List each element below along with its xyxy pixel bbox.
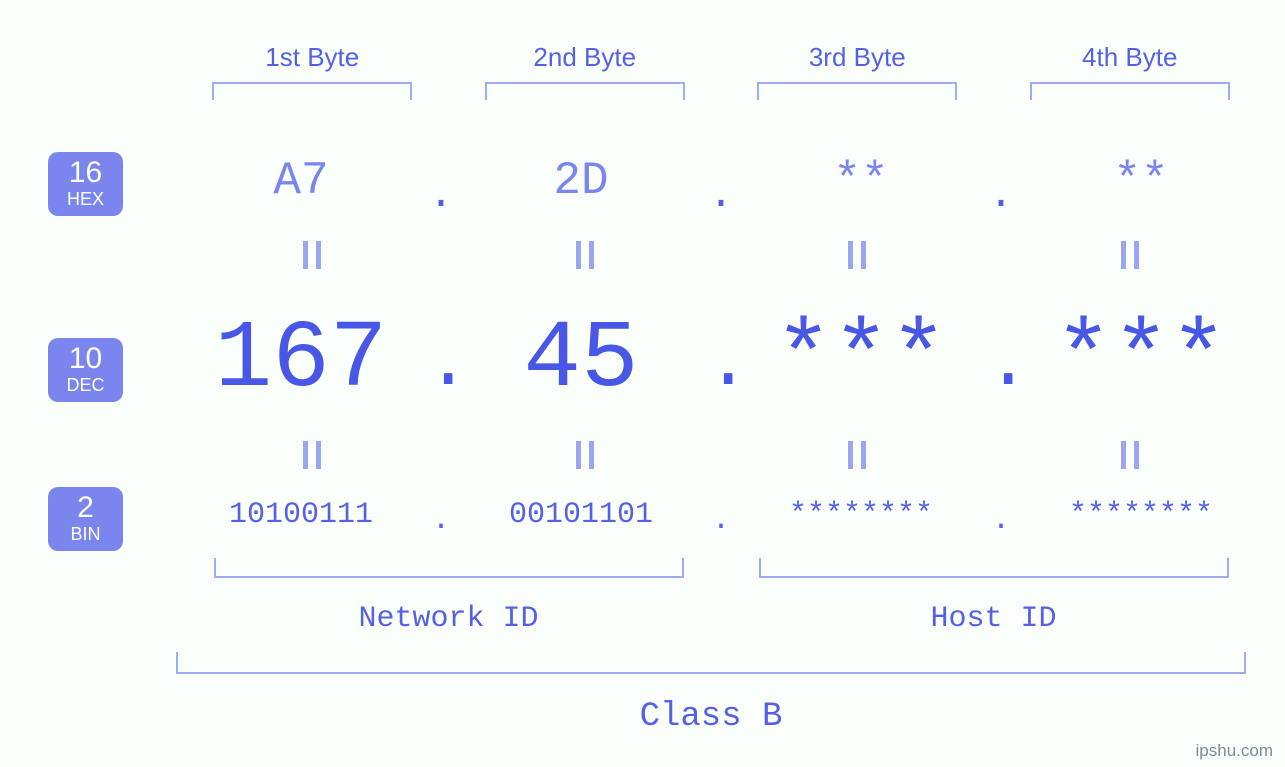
dec-b3: *** xyxy=(736,305,986,414)
eq2-b4 xyxy=(994,441,1267,469)
eq2-b2 xyxy=(449,441,722,469)
hex-b2: 2D xyxy=(456,155,706,207)
bin-badge: 2 BIN xyxy=(48,487,123,551)
bin-dot2: . xyxy=(706,504,736,538)
dec-b4: *** xyxy=(1016,305,1266,414)
eq1-b3 xyxy=(721,241,994,269)
bin-base: 2 xyxy=(48,493,123,523)
eq1-b1 xyxy=(176,241,449,269)
hex-dot2: . xyxy=(706,171,736,223)
byte3-bracket xyxy=(721,82,994,100)
byte2-header: 2nd Byte xyxy=(449,42,722,73)
class-label: Class B xyxy=(176,698,1246,736)
byte1-header: 1st Byte xyxy=(176,42,449,73)
class-bracket xyxy=(176,652,1246,674)
hex-dot1: . xyxy=(426,171,456,223)
host-id-label: Host ID xyxy=(721,602,1266,636)
dec-label: DEC xyxy=(48,376,123,394)
bin-dot3: . xyxy=(986,504,1016,538)
bin-b3: ******** xyxy=(736,498,986,532)
byte1-bracket xyxy=(176,82,449,100)
dec-b2: 45 xyxy=(456,305,706,414)
dec-dot1: . xyxy=(426,323,456,432)
network-id-label: Network ID xyxy=(176,602,721,636)
byte4-bracket xyxy=(994,82,1267,100)
bin-dot1: . xyxy=(426,504,456,538)
dec-b1: 167 xyxy=(176,305,426,414)
host-bracket xyxy=(721,558,1266,578)
equals-row-1 xyxy=(176,241,1266,269)
hex-dot3: . xyxy=(986,171,1016,223)
byte3-header: 3rd Byte xyxy=(721,42,994,73)
eq2-b1 xyxy=(176,441,449,469)
hex-badge: 16 HEX xyxy=(48,152,123,216)
network-host-brackets xyxy=(176,558,1266,578)
bin-row: 10100111 . 00101101 . ******** . *******… xyxy=(176,498,1266,532)
byte4-header: 4th Byte xyxy=(994,42,1267,73)
dec-dot3: . xyxy=(986,323,1016,432)
dec-dot2: . xyxy=(706,323,736,432)
network-bracket xyxy=(176,558,721,578)
hex-row: A7 . 2D . ** . ** xyxy=(176,155,1266,207)
hex-b1: A7 xyxy=(176,155,426,207)
eq1-b4 xyxy=(994,241,1267,269)
eq1-b2 xyxy=(449,241,722,269)
hex-b3: ** xyxy=(736,155,986,207)
byte-top-brackets xyxy=(176,82,1266,100)
watermark: ipshu.com xyxy=(1196,741,1273,761)
bin-label: BIN xyxy=(48,525,123,543)
bin-b1: 10100111 xyxy=(176,498,426,532)
dec-row: 167 . 45 . *** . *** xyxy=(176,305,1266,414)
hex-b4: ** xyxy=(1016,155,1266,207)
dec-base: 10 xyxy=(48,344,123,374)
equals-row-2 xyxy=(176,441,1266,469)
bin-b2: 00101101 xyxy=(456,498,706,532)
byte-headers-row: 1st Byte 2nd Byte 3rd Byte 4th Byte xyxy=(176,42,1266,73)
eq2-b3 xyxy=(721,441,994,469)
hex-label: HEX xyxy=(48,190,123,208)
byte2-bracket xyxy=(449,82,722,100)
hex-base: 16 xyxy=(48,158,123,188)
bin-b4: ******** xyxy=(1016,498,1266,532)
dec-badge: 10 DEC xyxy=(48,338,123,402)
network-host-labels: Network ID Host ID xyxy=(176,602,1266,636)
